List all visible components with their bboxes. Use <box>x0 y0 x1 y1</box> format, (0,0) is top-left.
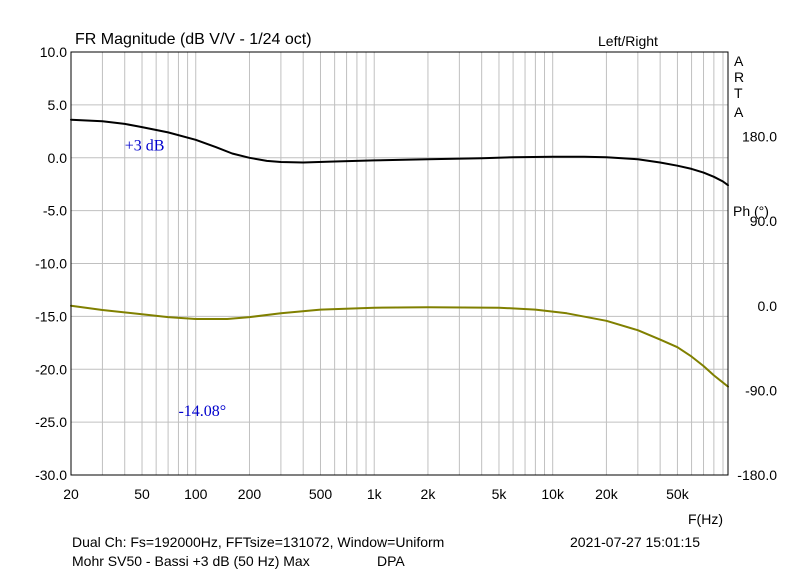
brand-letter-4: A <box>734 104 744 120</box>
x-tick-label: 500 <box>309 486 333 502</box>
y-left-tick-label: 0.0 <box>48 150 68 166</box>
y-right-tick-label: -90.0 <box>745 382 777 398</box>
annotation-label: +3 dB <box>125 137 165 154</box>
y-left-tick-label: -10.0 <box>35 256 67 272</box>
x-axis-label: F(Hz) <box>688 511 723 527</box>
y-right-tick-label: -180.0 <box>737 467 777 483</box>
y-left-tick-label: -25.0 <box>35 414 67 430</box>
y-left-tick-label: -15.0 <box>35 308 67 324</box>
y-right-tick-labels: 180.0 90.0 0.0 -90.0 -180.0 <box>737 129 777 483</box>
y-left-tick-label: -20.0 <box>35 361 67 377</box>
x-tick-label: 2k <box>421 486 437 502</box>
series-layer <box>70 118 729 388</box>
y-right-axis-label: Ph (°) <box>733 203 769 219</box>
channel-label: Left/Right <box>598 33 658 49</box>
x-tick-label: 200 <box>238 486 262 502</box>
x-tick-label: 50k <box>666 486 690 502</box>
annotation-layer: +3 dB -14.08° <box>125 137 226 419</box>
x-tick-label: 1k <box>367 486 383 502</box>
x-tick-label: 100 <box>184 486 208 502</box>
plot-frame <box>70 51 729 476</box>
phase-series-line <box>70 304 729 388</box>
x-tick-label: 10k <box>541 486 565 502</box>
chart-title: FR Magnitude (dB V/V - 1/24 oct) <box>75 31 312 48</box>
y-left-tick-label: -5.0 <box>43 203 67 219</box>
y-right-tick-label: 180.0 <box>742 129 777 145</box>
x-tick-label: 50 <box>134 486 150 502</box>
y-right-tick-label: 0.0 <box>758 298 778 314</box>
y-left-tick-label: 5.0 <box>48 97 68 113</box>
footer-line-2: Mohr SV50 - Bassi +3 dB (50 Hz) Max <box>72 553 310 569</box>
y-left-tick-label: 10.0 <box>40 44 67 60</box>
brand-letter-2: R <box>734 69 744 85</box>
x-tick-label: 5k <box>492 486 508 502</box>
x-tick-label: 20 <box>63 486 79 502</box>
footer-line-1: Dual Ch: Fs=192000Hz, FFTsize=131072, Wi… <box>72 534 444 550</box>
y-left-tick-label: -30.0 <box>35 467 67 483</box>
x-tick-label: 20k <box>595 486 619 502</box>
annotation-label: -14.08° <box>178 403 226 420</box>
brand-letter-1: A <box>734 53 744 69</box>
brand-letter-3: T <box>734 85 743 101</box>
magnitude-series-line <box>70 118 729 187</box>
footer-timestamp: 2021-07-27 15:01:15 <box>570 534 700 550</box>
x-tick-labels: 20 50 100 200 500 1k 2k 5k 10k 20k 50k <box>63 486 690 502</box>
y-right-tick-label: 90.0 <box>750 213 777 229</box>
footer-tag: DPA <box>377 553 405 569</box>
y-left-tick-labels: 10.0 5.0 0.0 -5.0 -10.0 -15.0 -20.0 -25.0 -30.0 <box>35 44 67 483</box>
